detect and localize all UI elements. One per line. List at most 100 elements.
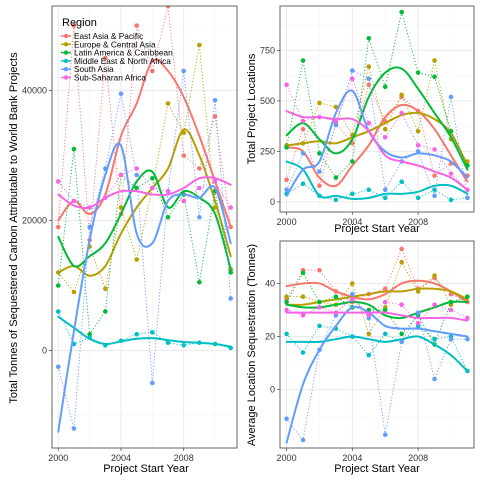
data-point-sub-saharan-africa [301,313,306,318]
y-tick-label: 20000 [22,216,47,226]
data-point-south-asia [432,194,437,199]
data-point-middle-east-north-africa [56,309,61,314]
data-point-middle-east-north-africa [432,337,437,342]
data-point-south-asia [350,68,355,73]
data-point-latin-america-caribbean [399,10,404,15]
data-point-sub-saharan-africa [366,313,371,318]
legend-key-point [64,34,68,38]
x-axis-label: Project Start Year [334,223,420,235]
x-tick-label: 2000 [48,453,68,463]
data-point-europe-central-asia [366,332,371,337]
x-tick-label: 2000 [277,453,297,463]
data-point-sub-saharan-africa [383,300,388,305]
data-point-middle-east-north-africa [301,350,306,355]
data-point-south-asia [119,91,124,96]
data-point-europe-central-asia [399,93,404,98]
data-point-east-asia-pacific [432,173,437,178]
data-point-sub-saharan-africa [432,147,437,152]
data-point-sub-saharan-africa [432,302,437,307]
data-point-south-asia [181,69,186,74]
legend-key-point [64,67,68,71]
data-point-latin-america-caribbean [103,309,108,314]
data-point-latin-america-caribbean [334,294,339,299]
data-point-east-asia-pacific [366,82,371,87]
data-point-middle-east-north-africa [134,332,139,337]
y-axis-label: Average Location Sequestration (Tonnes) [246,244,258,446]
data-point-sub-saharan-africa [72,199,77,204]
data-point-sub-saharan-africa [301,119,306,124]
legend-item: Sub-Saharan Africa [61,73,146,83]
x-tick-label: 2000 [277,217,297,227]
data-point-sub-saharan-africa [213,179,218,184]
data-point-south-asia [301,438,306,443]
x-axis-label: Project Start Year [334,463,420,475]
data-point-europe-central-asia [366,64,371,69]
y-axis-label: Total Project Locations [246,53,258,164]
data-point-europe-central-asia [197,43,202,48]
data-point-latin-america-caribbean [56,283,61,288]
data-point-europe-central-asia [383,127,388,132]
data-point-south-asia [301,151,306,156]
data-point-south-asia [334,123,339,128]
data-point-sub-saharan-africa [166,189,171,194]
data-point-latin-america-caribbean [197,280,202,285]
data-point-sub-saharan-africa [416,321,421,326]
data-point-sub-saharan-africa [150,186,155,191]
data-point-latin-america-caribbean [383,84,388,89]
data-point-latin-america-caribbean [284,145,289,150]
data-point-europe-central-asia [134,257,139,262]
x-tick-label: 2004 [111,453,131,463]
y-tick-label: 250 [260,146,275,156]
data-point-middle-east-north-africa [350,192,355,197]
data-point-europe-central-asia [166,101,171,106]
data-point-europe-central-asia [432,58,437,63]
data-point-south-asia [56,364,61,369]
data-point-europe-central-asia [416,129,421,134]
y-tick-label: 0 [42,346,47,356]
y-tick-label: 20 [265,332,275,342]
data-point-latin-america-caribbean [317,151,322,156]
legend-key-point [64,50,68,54]
legend-title: Region [62,17,97,29]
data-point-east-asia-pacific [150,69,155,74]
y-tick-label: 0 [270,385,275,395]
data-point-latin-america-caribbean [166,215,171,220]
x-axis-label: Project Start Year [103,463,189,475]
data-point-middle-east-north-africa [301,181,306,186]
x-tick-label: 2008 [174,453,194,463]
data-point-latin-america-caribbean [366,36,371,41]
data-point-east-asia-pacific [56,225,61,230]
data-point-sub-saharan-africa [449,308,454,313]
data-point-south-asia [150,381,155,386]
y-tick-label: 40 [265,278,275,288]
data-point-middle-east-north-africa [150,330,155,335]
data-point-sub-saharan-africa [449,171,454,176]
data-point-europe-central-asia [432,273,437,278]
data-point-sub-saharan-africa [399,302,404,307]
data-point-sub-saharan-africa [228,205,233,210]
data-point-east-asia-pacific [197,166,202,171]
data-point-sub-saharan-africa [366,121,371,126]
data-point-latin-america-caribbean [465,294,470,299]
data-point-south-asia [383,187,388,192]
data-point-south-asia [284,417,289,422]
data-point-latin-america-caribbean [334,175,339,180]
data-point-latin-america-caribbean [432,74,437,79]
data-point-middle-east-north-africa [449,198,454,203]
data-point-europe-central-asia [72,290,77,295]
data-point-south-asia [416,310,421,315]
y-axis-label: Total Tonnes of Sequestered Carbon Attri… [8,52,20,404]
y-tick-label: 750 [260,45,275,55]
data-point-middle-east-north-africa [181,343,186,348]
data-point-east-asia-pacific [317,268,322,273]
data-point-europe-central-asia [103,286,108,291]
data-point-middle-east-north-africa [383,196,388,201]
data-point-south-asia [366,76,371,81]
data-point-sub-saharan-africa [119,173,124,178]
data-point-latin-america-caribbean [350,159,355,164]
data-point-sub-saharan-africa [284,82,289,87]
x-tick-label: 2008 [408,453,428,463]
data-point-middle-east-north-africa [416,196,421,201]
data-point-middle-east-north-africa [334,198,339,203]
